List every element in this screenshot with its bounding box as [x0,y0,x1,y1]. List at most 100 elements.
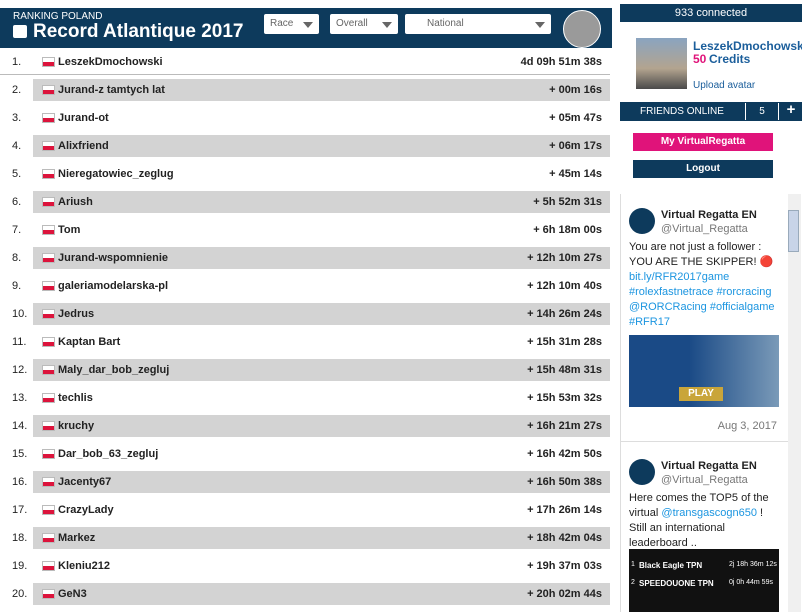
friends-add[interactable]: + [786,101,796,118]
tweet-link[interactable]: @transgascogn650 [661,507,757,519]
image-play[interactable]: PLAY [679,387,723,401]
gap-time: + 06m 17s [549,140,602,152]
tweet-date: Aug 3, 2017 [717,420,777,432]
rank: 11. [12,336,27,348]
flag [42,141,55,151]
player-name[interactable]: Ariush [58,196,93,208]
tweet-name[interactable]: Virtual Regatta EN [661,209,757,221]
board-rank: 1 [631,561,635,568]
tweet-feed: Virtual Regatta EN @Virtual_Regatta You ar… [620,194,801,612]
header-menu[interactable] [13,25,27,38]
player-name[interactable]: Markez [58,532,96,544]
player-name[interactable]: Nieregatowiec_zeglug [58,168,174,180]
row-bg [33,191,610,213]
player-name[interactable]: Alixfriend [58,140,109,152]
rank: 6. [12,196,22,208]
rank: 8. [12,252,22,264]
player-name[interactable]: Kaptan Bart [58,336,121,348]
connected: 933 connected [674,7,748,19]
tweet-link[interactable]: #rolexfastnetrace [629,286,714,298]
player-name[interactable]: kruchy [58,420,95,432]
flag [42,589,55,599]
row-bg [33,415,610,437]
rank: 3. [12,112,22,124]
tweet-text-part: You are not just a follower : YOU ARE TH… [629,241,774,268]
rank: 16. [12,476,28,488]
board-name: SPEEDOUONE TPN [639,579,714,588]
friends-label: FRIENDS ONLINE [640,106,724,117]
gap-time: + 12h 10m 40s [527,280,602,292]
flag [42,449,55,459]
rank: 15. [12,448,28,460]
gap-time: + 17h 26m 14s [527,504,602,516]
scrollbar [788,194,801,612]
row-bg [33,527,610,549]
player-name[interactable]: galeriamodelarska-pl [58,280,169,292]
rank: 7. [12,224,22,236]
player-name[interactable]: techlis [58,392,93,404]
rank: 17. [12,504,28,516]
player-name[interactable]: Maly_dar_bob_zegluj [58,364,170,376]
my-button[interactable]: My VirtualRegatta [633,133,773,151]
gap-time: 4d 09h 51m 38s [520,56,602,68]
gap-time: + 6h 18m 00s [533,224,602,236]
avatar [636,38,687,89]
tweet-avatar [629,208,655,234]
tweet-link[interactable]: #officialgame [709,301,775,313]
flag [42,533,55,543]
gap-time: + 05m 47s [549,112,602,124]
player-name[interactable]: Jurand-z tamtych lat [58,84,165,96]
board-time: 0j 0h 44m 59s [729,579,773,586]
flag [42,197,55,207]
connected-bar [620,4,802,22]
gap-time: + 12h 10m 27s [527,252,602,264]
row-bg [33,303,610,325]
tweet-name[interactable]: Virtual Regatta EN [661,460,757,472]
tweet-link[interactable]: #rorcracing [716,286,772,298]
board-rank: 2 [631,579,635,586]
dropdown-arrow [535,22,545,28]
player-name[interactable]: Dar_bob_63_zegluj [58,448,159,460]
dropdown-arrow [382,22,392,28]
filter-dropdown[interactable]: Overall [330,14,398,34]
credits-value: 50 [693,52,707,66]
friends-bar [620,102,802,121]
flag [42,505,55,515]
player-name[interactable]: Jacenty67 [58,476,112,488]
row-bg [33,247,610,269]
player-name[interactable]: Kleniu212 [58,560,110,572]
tweet-link[interactable]: bit.ly/RFR2017game [629,271,730,283]
row-bg [33,79,610,101]
tweet-link[interactable]: #RFR17 [629,316,670,328]
player-name[interactable]: Jurand-ot [58,112,109,124]
tweet-link[interactable]: @RORCRacing [629,301,707,313]
filter-label: Race [270,18,294,29]
flag [42,393,55,403]
header-title: Record Atlantique 2017 [33,21,244,42]
tweet-divider [621,441,788,442]
player-name[interactable]: Jurand-wspomnienie [58,252,169,264]
tweet-text-part: Here comes the TOP5 of the virtual [629,492,769,519]
logout-button[interactable]: Logout [633,160,773,178]
tweet-avatar [629,459,655,485]
player-name[interactable]: LeszekDmochowski [58,56,163,68]
flag [42,477,55,487]
gap-time: + 16h 42m 50s [527,448,602,460]
filter-label: National [427,18,464,29]
filter-dropdown[interactable]: Race [264,14,319,34]
flag [42,113,55,123]
rank: 12. [12,364,28,376]
player-name[interactable]: CrazyLady [58,504,114,516]
flag [42,421,55,431]
rank: 4. [12,140,22,152]
flag [42,365,55,375]
user-name[interactable]: LeszekDmochowski [693,39,802,53]
player-name[interactable]: GeN3 [58,588,87,600]
upload-avatar[interactable]: Upload avatar [693,80,756,91]
player-name[interactable]: Jedrus [58,308,95,320]
gap-time: + 5h 52m 31s [533,196,602,208]
filter-dropdown[interactable]: National [405,14,551,34]
tweet-image: PLAY [629,335,779,407]
player-name[interactable]: Tom [58,224,81,236]
gap-time: + 20h 02m 44s [527,588,602,600]
